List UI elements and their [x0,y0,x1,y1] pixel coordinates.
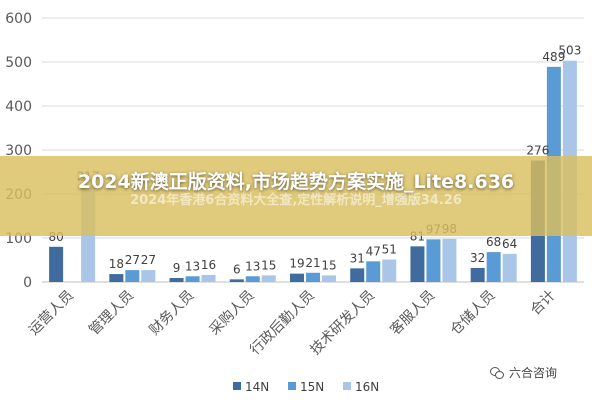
legend-swatch [288,382,296,390]
watermark: 六合咨询 [490,364,557,381]
data-label: 6 [233,262,241,276]
legend: 14N 15N 16N [233,380,379,394]
bar [470,267,485,282]
data-label: 21 [305,256,320,270]
bar [49,246,64,282]
legend-swatch [343,382,351,390]
data-label: 503 [558,44,581,58]
x-tick-label: 技术研发人员 [307,288,378,359]
legend-label: 14N [245,380,269,394]
x-tick-label: 合计 [528,288,559,319]
bar [350,268,365,282]
data-label: 19 [289,257,304,271]
bar [382,259,397,282]
bar [109,274,124,282]
data-label: 276 [526,144,549,158]
legend-swatch [233,382,241,390]
y-tick-label: 300 [5,143,32,159]
bar [229,279,244,282]
bar [201,274,216,282]
data-label: 13 [245,259,260,273]
bar [141,270,156,282]
data-label: 13 [185,259,200,273]
bar [502,253,517,282]
data-labels: 8021718272791316613151921153147518197983… [48,44,581,277]
bar [486,252,501,282]
bar [169,278,184,282]
bar [410,246,425,282]
y-tick-label: 600 [5,11,32,27]
data-label: 64 [502,237,517,251]
overlay-banner [0,156,592,236]
legend-label: 16N [355,380,379,394]
data-label: 27 [125,253,140,267]
bar [442,238,457,282]
y-tick-label: 500 [5,55,32,71]
data-label: 31 [350,251,365,265]
data-label: 51 [382,243,397,257]
bar [306,272,320,282]
overlay-title: 2024新澳正版资料,市场趋势方案实施_Lite8.636 [77,171,515,193]
overlay-subtitle: 2024年香港6合资料大全查,定性解析说明_增强版34.26 [130,193,462,208]
x-tick-label: 运营人员 [26,288,77,339]
bar [426,239,441,282]
bar [261,275,276,282]
data-label: 15 [321,258,336,272]
bar [245,276,260,282]
x-tick-label: 仓储人员 [448,288,499,339]
data-label: 18 [109,257,124,271]
legend-label: 15N [300,380,324,394]
bar [185,276,200,282]
x-tick-label: 客服人员 [387,287,439,339]
x-tick-label: 采购人员 [207,288,258,339]
bar [322,275,336,282]
data-label: 16 [201,258,216,272]
wechat-icon [490,366,504,379]
bar [125,270,140,282]
y-tick-label: 400 [5,99,32,115]
x-tick-label: 管理人员 [86,288,137,339]
y-tick-label: 0 [23,275,32,291]
data-label: 9 [173,261,181,275]
data-label: 68 [486,235,501,249]
data-label: 489 [542,50,565,64]
data-label: 27 [141,253,156,267]
data-label: 47 [366,244,381,258]
data-label: 32 [470,251,485,265]
watermark-text: 六合咨询 [509,366,558,380]
bar [366,261,381,282]
y-axis-ticks: 0100200300400500600 [5,11,32,291]
bar [290,273,304,282]
data-label: 15 [261,258,276,272]
x-tick-label: 财务人员 [146,288,197,339]
